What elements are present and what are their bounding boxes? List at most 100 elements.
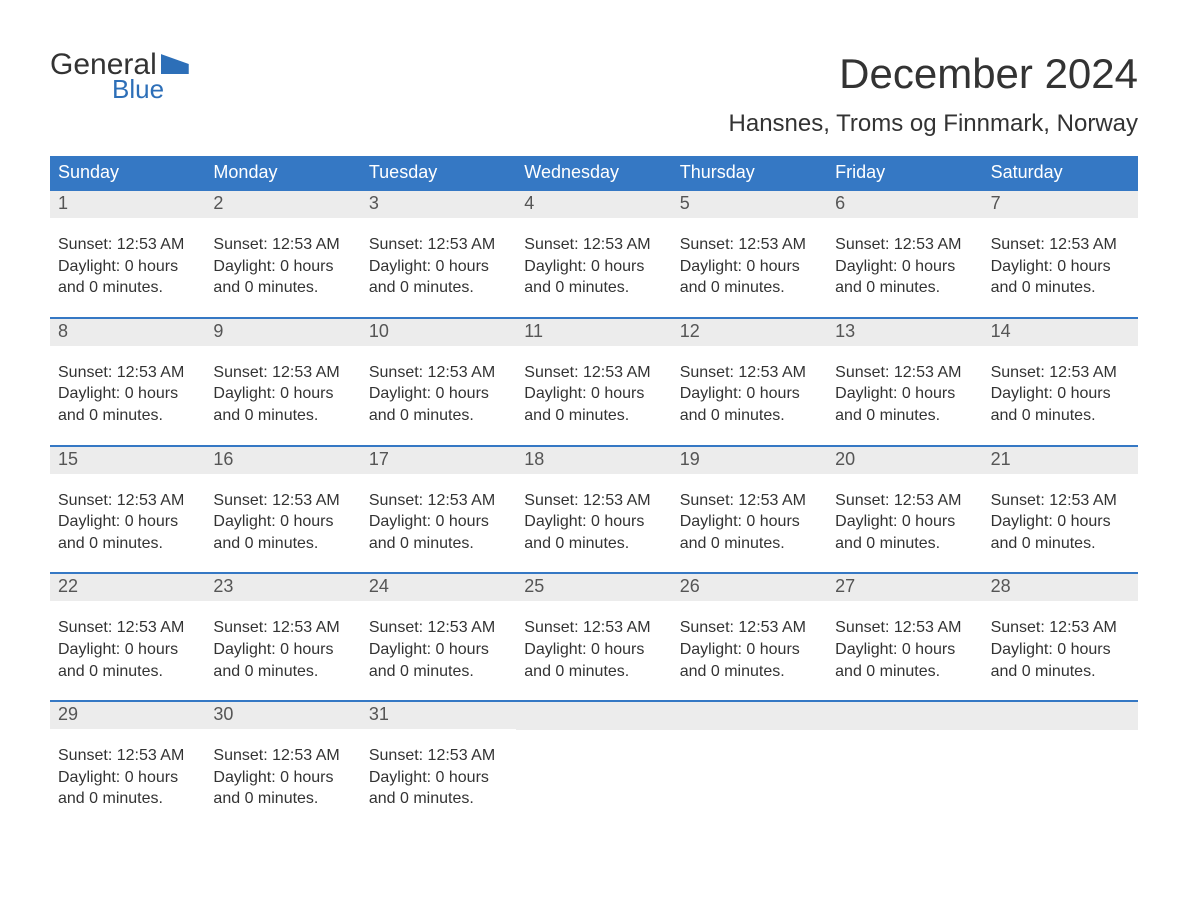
empty-day-bar xyxy=(672,702,827,730)
day-number: 7 xyxy=(983,191,1138,218)
title-block: December 2024 Hansnes, Troms og Finnmark… xyxy=(729,50,1138,138)
empty-day-bar xyxy=(827,702,982,730)
daylight-line-1: Daylight: 0 hours xyxy=(213,511,352,533)
day-info: Sunset: 12:53 AMDaylight: 0 hoursand 0 m… xyxy=(50,346,205,427)
day-cell xyxy=(672,702,827,828)
day-info: Sunset: 12:53 AMDaylight: 0 hoursand 0 m… xyxy=(205,601,360,682)
day-cell: 15Sunset: 12:53 AMDaylight: 0 hoursand 0… xyxy=(50,447,205,573)
location-label: Hansnes, Troms og Finnmark, Norway xyxy=(729,110,1138,138)
day-number: 10 xyxy=(361,319,516,346)
daylight-line-1: Daylight: 0 hours xyxy=(680,383,819,405)
day-info: Sunset: 12:53 AMDaylight: 0 hoursand 0 m… xyxy=(205,218,360,299)
day-info: Sunset: 12:53 AMDaylight: 0 hoursand 0 m… xyxy=(50,601,205,682)
week-row: 15Sunset: 12:53 AMDaylight: 0 hoursand 0… xyxy=(50,445,1138,573)
daylight-line-1: Daylight: 0 hours xyxy=(524,383,663,405)
day-number: 24 xyxy=(361,574,516,601)
daylight-line-1: Daylight: 0 hours xyxy=(991,511,1130,533)
day-cell: 2Sunset: 12:53 AMDaylight: 0 hoursand 0 … xyxy=(205,191,360,317)
sunset-line: Sunset: 12:53 AM xyxy=(524,234,663,256)
daylight-line-2: and 0 minutes. xyxy=(58,277,197,299)
daylight-line-2: and 0 minutes. xyxy=(991,661,1130,683)
daylight-line-1: Daylight: 0 hours xyxy=(991,256,1130,278)
day-number: 9 xyxy=(205,319,360,346)
weekday-header: Monday xyxy=(205,156,360,191)
daylight-line-2: and 0 minutes. xyxy=(58,405,197,427)
week-row: 1Sunset: 12:53 AMDaylight: 0 hoursand 0 … xyxy=(50,191,1138,317)
day-cell: 31Sunset: 12:53 AMDaylight: 0 hoursand 0… xyxy=(361,702,516,828)
daylight-line-2: and 0 minutes. xyxy=(680,533,819,555)
sunset-line: Sunset: 12:53 AM xyxy=(524,490,663,512)
day-info: Sunset: 12:53 AMDaylight: 0 hoursand 0 m… xyxy=(50,218,205,299)
day-info: Sunset: 12:53 AMDaylight: 0 hoursand 0 m… xyxy=(672,601,827,682)
weekday-header: Tuesday xyxy=(361,156,516,191)
weekday-header: Wednesday xyxy=(516,156,671,191)
day-number: 20 xyxy=(827,447,982,474)
daylight-line-2: and 0 minutes. xyxy=(213,277,352,299)
daylight-line-2: and 0 minutes. xyxy=(835,277,974,299)
sunset-line: Sunset: 12:53 AM xyxy=(680,362,819,384)
daylight-line-1: Daylight: 0 hours xyxy=(369,511,508,533)
day-info: Sunset: 12:53 AMDaylight: 0 hoursand 0 m… xyxy=(827,601,982,682)
day-cell: 18Sunset: 12:53 AMDaylight: 0 hoursand 0… xyxy=(516,447,671,573)
day-cell: 24Sunset: 12:53 AMDaylight: 0 hoursand 0… xyxy=(361,574,516,700)
day-info: Sunset: 12:53 AMDaylight: 0 hoursand 0 m… xyxy=(516,601,671,682)
day-cell: 14Sunset: 12:53 AMDaylight: 0 hoursand 0… xyxy=(983,319,1138,445)
daylight-line-1: Daylight: 0 hours xyxy=(213,383,352,405)
header: General Blue December 2024 Hansnes, Trom… xyxy=(50,50,1138,138)
sunset-line: Sunset: 12:53 AM xyxy=(369,745,508,767)
day-number: 15 xyxy=(50,447,205,474)
weekday-header-row: Sunday Monday Tuesday Wednesday Thursday… xyxy=(50,156,1138,191)
sunset-line: Sunset: 12:53 AM xyxy=(835,617,974,639)
daylight-line-1: Daylight: 0 hours xyxy=(835,256,974,278)
sunset-line: Sunset: 12:53 AM xyxy=(58,490,197,512)
day-number: 13 xyxy=(827,319,982,346)
day-cell: 13Sunset: 12:53 AMDaylight: 0 hoursand 0… xyxy=(827,319,982,445)
sunset-line: Sunset: 12:53 AM xyxy=(835,234,974,256)
sunset-line: Sunset: 12:53 AM xyxy=(680,617,819,639)
day-info: Sunset: 12:53 AMDaylight: 0 hoursand 0 m… xyxy=(516,218,671,299)
day-cell: 23Sunset: 12:53 AMDaylight: 0 hoursand 0… xyxy=(205,574,360,700)
day-cell: 27Sunset: 12:53 AMDaylight: 0 hoursand 0… xyxy=(827,574,982,700)
month-title: December 2024 xyxy=(729,50,1138,98)
day-number: 5 xyxy=(672,191,827,218)
sunset-line: Sunset: 12:53 AM xyxy=(680,234,819,256)
daylight-line-1: Daylight: 0 hours xyxy=(835,639,974,661)
day-cell: 1Sunset: 12:53 AMDaylight: 0 hoursand 0 … xyxy=(50,191,205,317)
day-cell: 8Sunset: 12:53 AMDaylight: 0 hoursand 0 … xyxy=(50,319,205,445)
daylight-line-1: Daylight: 0 hours xyxy=(58,256,197,278)
day-info: Sunset: 12:53 AMDaylight: 0 hoursand 0 m… xyxy=(361,218,516,299)
sunset-line: Sunset: 12:53 AM xyxy=(58,745,197,767)
day-number: 8 xyxy=(50,319,205,346)
daylight-line-1: Daylight: 0 hours xyxy=(835,383,974,405)
day-cell: 7Sunset: 12:53 AMDaylight: 0 hoursand 0 … xyxy=(983,191,1138,317)
daylight-line-2: and 0 minutes. xyxy=(369,788,508,810)
daylight-line-1: Daylight: 0 hours xyxy=(58,767,197,789)
day-cell xyxy=(983,702,1138,828)
daylight-line-2: and 0 minutes. xyxy=(369,277,508,299)
day-info: Sunset: 12:53 AMDaylight: 0 hoursand 0 m… xyxy=(50,729,205,810)
daylight-line-2: and 0 minutes. xyxy=(369,533,508,555)
weekday-header: Saturday xyxy=(983,156,1138,191)
daylight-line-1: Daylight: 0 hours xyxy=(213,767,352,789)
sunset-line: Sunset: 12:53 AM xyxy=(213,490,352,512)
daylight-line-2: and 0 minutes. xyxy=(213,533,352,555)
weekday-header: Thursday xyxy=(672,156,827,191)
day-cell xyxy=(827,702,982,828)
day-info: Sunset: 12:53 AMDaylight: 0 hoursand 0 m… xyxy=(516,474,671,555)
calendar: Sunday Monday Tuesday Wednesday Thursday… xyxy=(50,156,1138,828)
day-number: 28 xyxy=(983,574,1138,601)
week-row: 29Sunset: 12:53 AMDaylight: 0 hoursand 0… xyxy=(50,700,1138,828)
sunset-line: Sunset: 12:53 AM xyxy=(213,362,352,384)
day-number: 2 xyxy=(205,191,360,218)
day-number: 19 xyxy=(672,447,827,474)
sunset-line: Sunset: 12:53 AM xyxy=(369,617,508,639)
day-info: Sunset: 12:53 AMDaylight: 0 hoursand 0 m… xyxy=(50,474,205,555)
sunset-line: Sunset: 12:53 AM xyxy=(369,362,508,384)
day-number: 6 xyxy=(827,191,982,218)
sunset-line: Sunset: 12:53 AM xyxy=(524,617,663,639)
day-number: 30 xyxy=(205,702,360,729)
daylight-line-2: and 0 minutes. xyxy=(369,405,508,427)
day-number: 1 xyxy=(50,191,205,218)
sunset-line: Sunset: 12:53 AM xyxy=(524,362,663,384)
day-info: Sunset: 12:53 AMDaylight: 0 hoursand 0 m… xyxy=(672,346,827,427)
